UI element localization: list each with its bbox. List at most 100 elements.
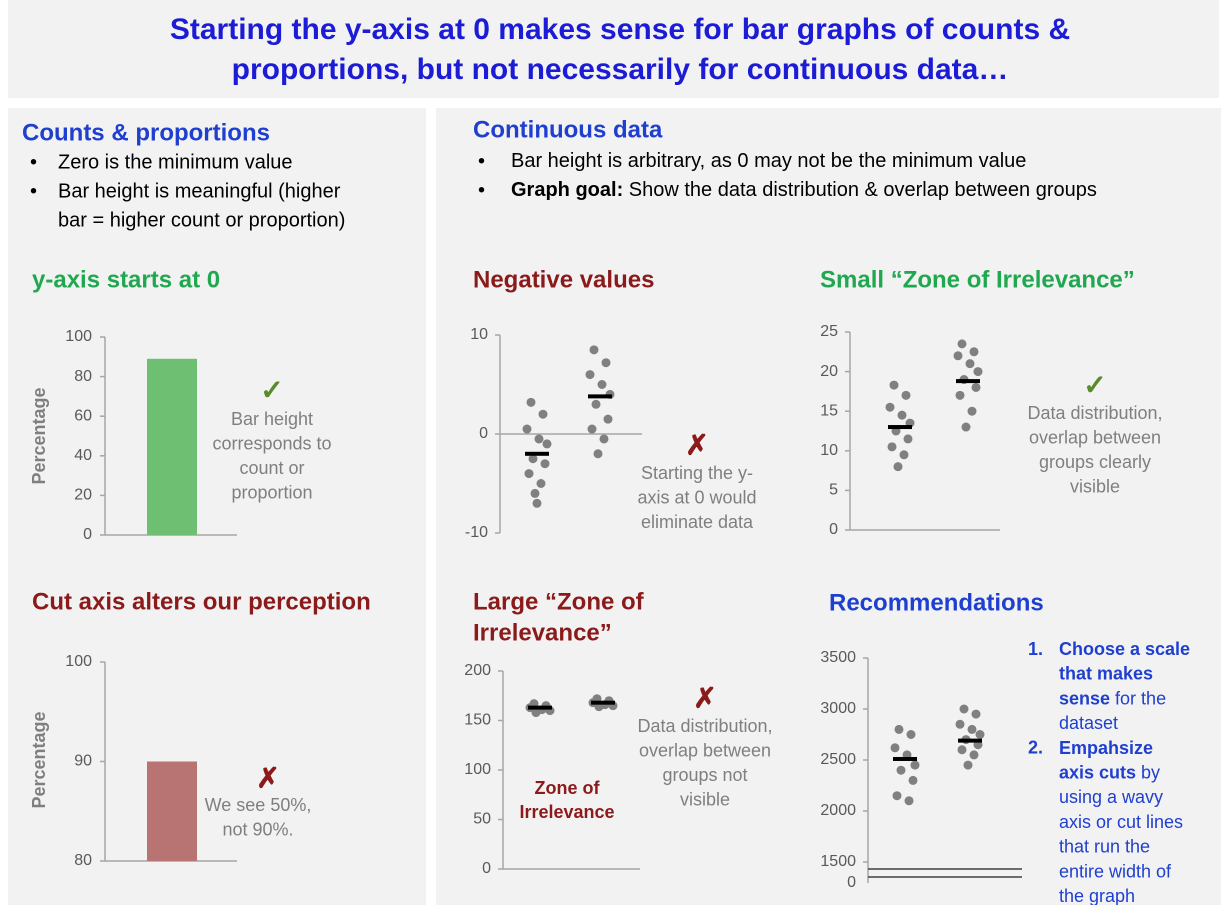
y-tick-label: 3000 [820, 700, 856, 717]
y-tick-label: 0 [479, 425, 488, 442]
y-tick-label: 50 [473, 811, 491, 828]
data-dot [955, 390, 965, 400]
verdict-mark: ✓ [260, 374, 283, 405]
mean-line [956, 379, 980, 384]
mean-line [888, 425, 912, 430]
data-dot [591, 399, 601, 409]
data-dot [901, 390, 911, 400]
mean-line [591, 700, 615, 705]
data-dot [593, 449, 603, 459]
recommendation-segment: axis cuts [1059, 762, 1136, 782]
chart-title: Irrelevance” [473, 619, 612, 646]
page-title: proportions, but not necessarily for con… [232, 53, 1009, 86]
y-tick-label: 150 [464, 712, 491, 729]
data-dot [536, 479, 546, 488]
recommendation-text: dataset [1059, 713, 1118, 733]
section-heading: Counts & proportions [22, 119, 270, 146]
data-dot [532, 498, 542, 508]
mean-line [958, 738, 982, 743]
data-dot [963, 760, 973, 770]
bullet-segment: Graph goal: [511, 179, 623, 201]
data-dot [589, 345, 599, 355]
y-tick-label: 100 [464, 761, 491, 778]
chart-title: y-axis starts at 0 [32, 266, 220, 293]
y-tick-label: 200 [464, 662, 491, 679]
y-tick-label: 20 [820, 363, 838, 380]
recommendation-segment: entire width of [1059, 861, 1172, 881]
y-tick-label: 25 [820, 323, 838, 340]
y-tick-label: 80 [74, 368, 92, 385]
bullet-text: Bar height is meaningful (higher [58, 180, 341, 202]
annotation: corresponds to [212, 433, 331, 453]
y-tick-label: 10 [820, 442, 838, 459]
verdict-mark: ✓ [1083, 369, 1106, 400]
data-dot [953, 351, 963, 361]
data-dot [542, 439, 552, 449]
y-tick-label: 40 [74, 447, 92, 464]
recommendation-text: that makes [1059, 663, 1153, 683]
recommendation-segment: sense [1059, 688, 1110, 708]
data-dot [889, 380, 899, 390]
data-dot [896, 765, 906, 775]
y-tick-label: 0 [83, 526, 92, 543]
data-dot [890, 743, 900, 753]
bullet-dot: • [478, 150, 485, 172]
annotation: groups clearly [1039, 452, 1151, 472]
recommendation-segment: dataset [1059, 713, 1118, 733]
annotation: visible [680, 789, 730, 809]
recommendation-segment: the graph [1059, 886, 1135, 905]
y-tick-label: 0 [482, 860, 491, 877]
list-number: 2. [1028, 738, 1043, 758]
data-dot [528, 454, 538, 464]
list-number: 1. [1028, 639, 1043, 659]
data-dot [892, 791, 902, 801]
bullet-dot: • [30, 180, 37, 202]
data-dot [601, 358, 611, 368]
section-heading: Continuous data [473, 116, 663, 143]
data-dot [534, 434, 544, 444]
data-dot [597, 380, 607, 389]
zone-label: Zone of [535, 778, 601, 798]
y-tick-label: 60 [74, 407, 92, 424]
y-tick-label: 1500 [820, 853, 856, 870]
data-dot [887, 442, 897, 452]
verdict-mark: ✗ [685, 429, 708, 460]
recommendation-text: that run the [1059, 836, 1150, 856]
data-dot [910, 760, 920, 770]
data-dot [961, 422, 971, 432]
data-dot [538, 409, 548, 419]
recommendation-text: axis or cut lines [1059, 812, 1183, 832]
data-dot [587, 424, 597, 434]
y-tick-label: 10 [470, 326, 488, 343]
y-tick-label: 2000 [820, 802, 856, 819]
mean-line [525, 451, 549, 456]
annotation: visible [1070, 476, 1120, 496]
recommendation-segment: axis or cut lines [1059, 812, 1183, 832]
data-dot [530, 488, 540, 498]
data-dot [540, 459, 550, 469]
data-dot [965, 359, 975, 369]
zone-label: Irrelevance [519, 802, 614, 822]
y-tick-label: 5 [829, 482, 838, 499]
y-tick-label: 20 [74, 487, 92, 504]
recommendation-segment: Choose a scale [1059, 639, 1190, 659]
bullet-dot: • [30, 151, 37, 173]
y-axis-label: Percentage [29, 387, 49, 484]
chart-title: Small “Zone of Irrelevance” [820, 266, 1135, 293]
recommendation-segment: by [1136, 762, 1160, 782]
data-dot [969, 347, 979, 357]
data-dot [904, 796, 914, 806]
recommendation-text: using a wavy [1059, 787, 1163, 807]
recommendation-segment: that run the [1059, 836, 1150, 856]
recommendation-segment: using a wavy [1059, 787, 1163, 807]
data-dot [957, 745, 967, 755]
annotation: count or [239, 458, 304, 478]
recommendation-text: axis cuts by [1059, 762, 1160, 782]
data-dot [967, 724, 977, 734]
data-dot [975, 730, 985, 739]
y-tick-label: 90 [74, 753, 92, 770]
annotation: Data distribution, [1027, 403, 1162, 423]
y-tick-label: 0 [829, 521, 838, 538]
verdict-mark: ✗ [256, 762, 279, 793]
